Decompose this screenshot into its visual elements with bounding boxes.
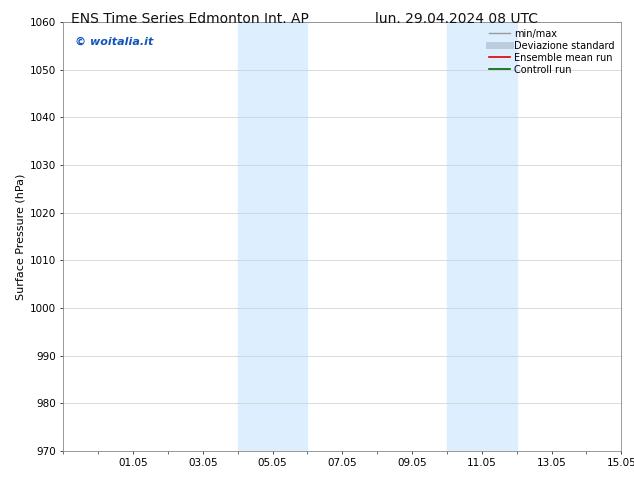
Bar — [447, 22, 517, 451]
Text: ENS Time Series Edmonton Int. AP: ENS Time Series Edmonton Int. AP — [71, 12, 309, 26]
Text: © woitalia.it: © woitalia.it — [75, 37, 153, 47]
Y-axis label: Surface Pressure (hPa): Surface Pressure (hPa) — [15, 173, 25, 299]
Legend: min/max, Deviazione standard, Ensemble mean run, Controll run: min/max, Deviazione standard, Ensemble m… — [487, 27, 616, 76]
Bar — [238, 22, 307, 451]
Text: lun. 29.04.2024 08 UTC: lun. 29.04.2024 08 UTC — [375, 12, 538, 26]
